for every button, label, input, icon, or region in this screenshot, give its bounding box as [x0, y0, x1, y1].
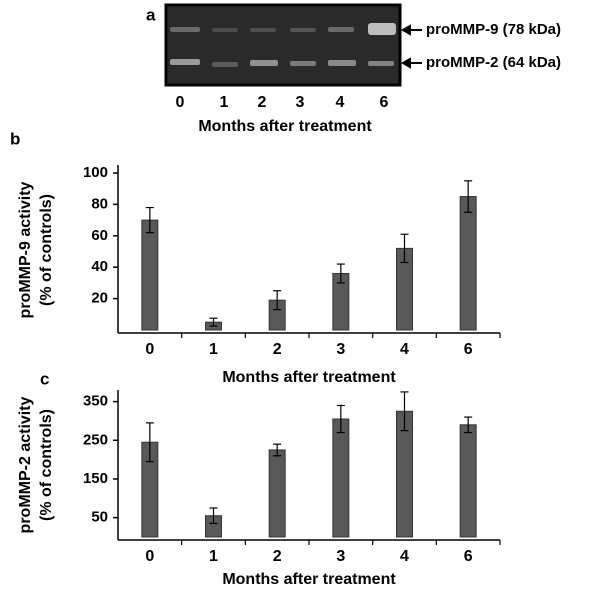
panel-label: b	[10, 129, 20, 148]
y-tick-label: 350	[83, 393, 108, 410]
y-axis-label: proMMP-2 activity	[17, 396, 34, 533]
lane-label: 4	[336, 94, 345, 111]
x-tick-label: 1	[209, 548, 218, 565]
x-tick-label: 1	[209, 341, 218, 358]
figure: a proMMP-9 (78 kDa) proMMP-2 (64 kDa) Mo…	[0, 0, 590, 598]
lane-label: 3	[296, 94, 305, 111]
x-tick-label: 0	[145, 548, 154, 565]
x-tick-label: 0	[145, 341, 154, 358]
x-tick-label: 6	[464, 341, 473, 358]
x-tick-label: 3	[336, 548, 345, 565]
x-tick-label: 2	[273, 548, 282, 565]
y-tick-label: 40	[91, 258, 108, 275]
gel-x-label: Months after treatment	[198, 118, 372, 135]
bar	[460, 425, 476, 537]
gel-image	[166, 5, 400, 85]
y-axis-label: proMMP-9 activity	[17, 181, 34, 318]
x-axis-label: Months after treatment	[222, 369, 396, 386]
y-tick-label: 80	[91, 195, 108, 212]
x-tick-label: 4	[400, 341, 409, 358]
panel-label: a	[146, 5, 156, 24]
x-tick-label: 3	[336, 341, 345, 358]
x-tick-label: 4	[400, 548, 409, 565]
band-arrows	[403, 26, 422, 67]
lane-label: 6	[380, 94, 389, 111]
y-tick-label: 150	[83, 470, 108, 487]
bar	[460, 197, 476, 330]
x-axis-label: Months after treatment	[222, 571, 396, 588]
band-label: proMMP-2 (64 kDa)	[426, 54, 561, 71]
bar	[142, 220, 158, 330]
lane-label: 0	[176, 94, 185, 111]
y-tick-label: 20	[91, 290, 108, 307]
y-tick-label: 100	[83, 164, 108, 181]
y-axis-label: (% of controls)	[38, 409, 55, 521]
lane-label: 2	[258, 94, 267, 111]
y-tick-label: 60	[91, 227, 108, 244]
panel-label: c	[40, 369, 49, 388]
bar	[333, 419, 349, 537]
x-tick-label: 6	[464, 548, 473, 565]
y-axis-label: (% of controls)	[38, 194, 55, 306]
y-tick-label: 250	[83, 431, 108, 448]
bar	[269, 450, 285, 537]
x-tick-label: 2	[273, 341, 282, 358]
band-label: proMMP-9 (78 kDa)	[426, 21, 561, 38]
y-tick-label: 50	[91, 509, 108, 526]
lane-label: 1	[220, 94, 229, 111]
